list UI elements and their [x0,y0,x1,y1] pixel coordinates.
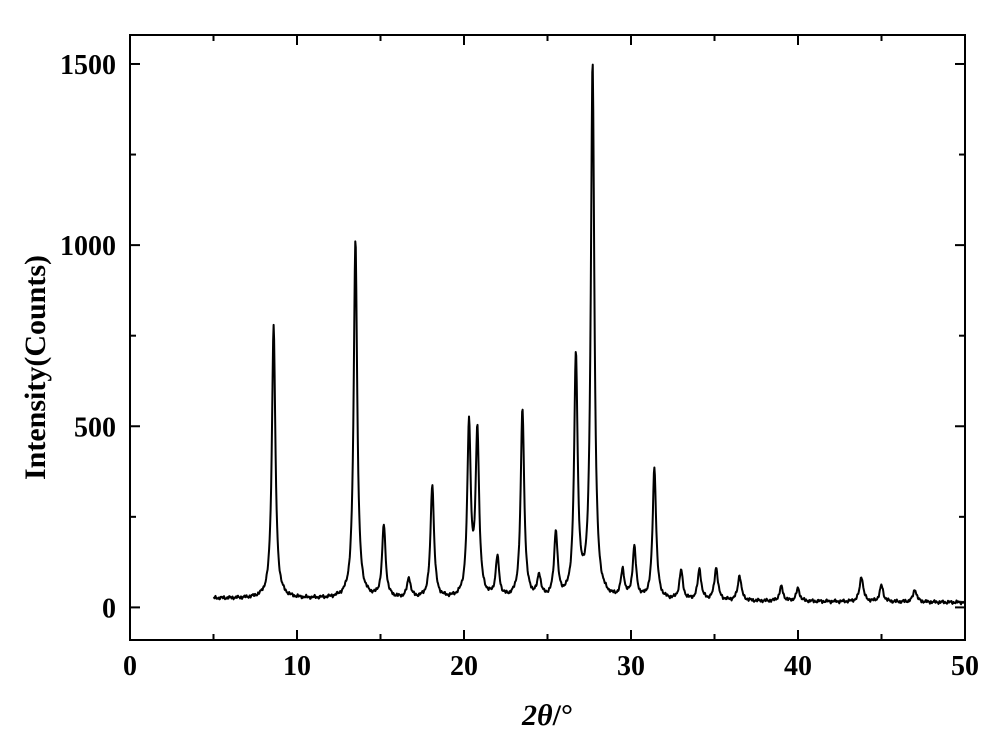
chart-svg: 01020304050050010001500Intensity(Counts)… [0,0,1000,748]
y-tick-label: 500 [74,412,116,443]
x-tick-label: 20 [450,651,478,682]
y-tick-label: 1000 [60,231,116,262]
x-tick-label: 50 [951,651,979,682]
y-tick-label: 1500 [60,50,116,81]
x-tick-label: 10 [283,651,311,682]
y-tick-label: 0 [102,593,116,624]
x-tick-label: 30 [617,651,645,682]
x-axis-title: 2θ/° [521,699,573,732]
x-tick-label: 0 [123,651,137,682]
xrd-chart: 01020304050050010001500Intensity(Counts)… [0,0,1000,748]
y-axis-title: Intensity(Counts) [19,255,52,480]
x-tick-label: 40 [784,651,812,682]
